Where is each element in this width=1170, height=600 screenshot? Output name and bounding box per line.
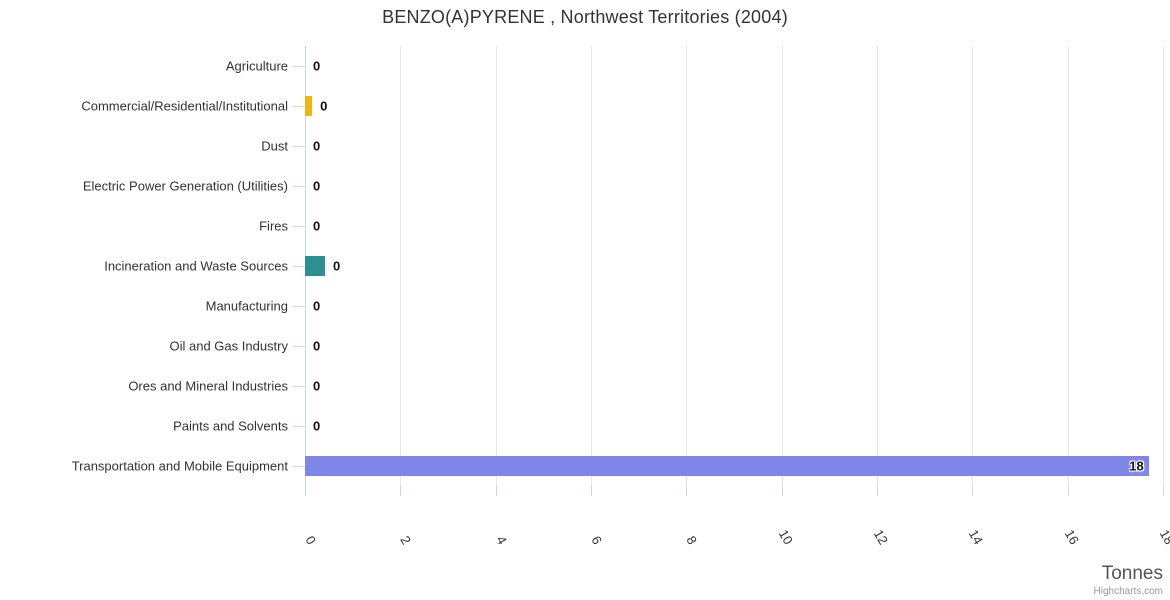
data-label: 0 [320,98,328,114]
category-label: Commercial/Residential/Institutional [81,98,288,114]
x-tick-label: 6 [588,533,605,547]
gridline [972,46,974,486]
category-label: Oil and Gas Industry [169,338,289,354]
x-axis-tick [972,486,974,496]
x-tick-label: 0 [302,533,319,547]
x-axis-title: Tonnes [1101,563,1163,584]
data-label: 0 [313,338,321,354]
gridline [495,46,497,486]
gridline [591,46,592,486]
category-axis-tick [294,146,305,147]
bar-commercial-residential-institutional[interactable] [305,96,313,116]
x-axis-tick [400,486,402,496]
x-axis-tick [781,486,783,496]
category-axis-tick [294,266,305,267]
x-tick-label: 2 [397,533,415,547]
highcharts-credit-link[interactable]: Highcharts.com [1093,586,1163,597]
data-label: 0 [313,138,321,154]
category-label: Incineration and Waste Sources [104,258,288,274]
category-label: Manufacturing [205,298,288,314]
category-label: Electric Power Generation (Utilities) [82,178,288,194]
x-axis-tick [591,486,592,496]
gridline [781,46,783,486]
category-axis-tick [294,106,305,107]
gridline [400,46,402,486]
x-tick-label: 10 [775,526,796,547]
category-label: Ores and Mineral Industries [128,378,288,394]
category-axis-tick [294,226,305,227]
category-axis-tick [294,386,305,387]
bar-incineration-and-waste-sources[interactable] [305,256,326,276]
category-label: Agriculture [225,58,288,74]
category-label: Fires [259,218,288,234]
gridline [1067,46,1069,486]
x-axis-tick [1067,486,1069,496]
gridline [686,46,688,486]
data-label: 0 [313,378,321,394]
category-axis-tick [294,466,305,467]
x-tick-label: 4 [493,533,510,547]
gridline [1163,46,1164,486]
category-label: Dust [261,138,288,154]
x-axis-tick [305,486,306,496]
x-tick-label: 18 [1156,526,1170,547]
x-axis-tick [877,486,878,496]
chart-title: BENZO(A)PYRENE , Northwest Territories (… [382,7,788,27]
gridline [877,46,878,486]
x-tick-label: 8 [683,533,701,547]
data-label: 0 [313,178,321,194]
data-label: 18 [1129,458,1144,474]
data-label: 0 [313,298,321,314]
x-tick-label: 14 [966,526,987,547]
category-label: Paints and Solvents [173,418,288,434]
x-tick-label: 12 [870,526,891,547]
category-axis-tick [294,426,305,427]
x-axis-tick [686,486,688,496]
data-label: 0 [313,418,321,434]
x-axis-tick [1163,486,1164,496]
category-label: Transportation and Mobile Equipment [71,458,288,474]
data-label: 0 [333,258,341,274]
x-axis-tick [495,486,497,496]
category-axis-tick [294,306,305,307]
x-tick-label: 16 [1061,526,1082,547]
category-axis-tick [294,66,305,67]
category-axis-tick [294,186,305,187]
data-label: 0 [313,218,321,234]
category-axis-tick [294,346,305,347]
data-label: 0 [313,58,321,74]
plot-area [305,46,1164,486]
bar-transportation-and-mobile-equipment[interactable] [305,456,1149,476]
